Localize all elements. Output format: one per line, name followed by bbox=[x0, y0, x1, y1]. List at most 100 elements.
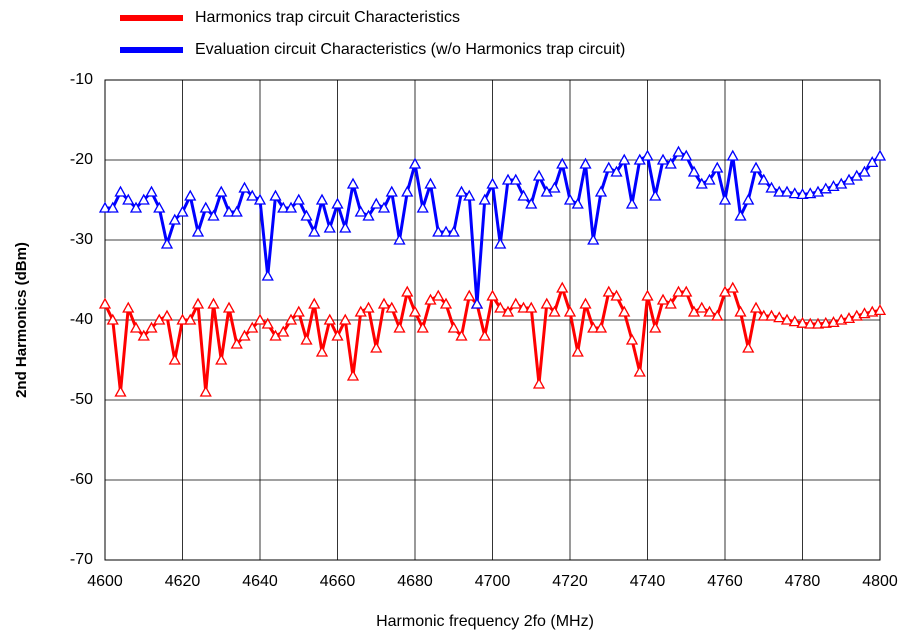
marker bbox=[470, 297, 484, 309]
marker bbox=[734, 209, 747, 221]
marker bbox=[594, 321, 608, 333]
marker bbox=[765, 309, 778, 321]
marker bbox=[199, 201, 212, 213]
marker bbox=[323, 313, 336, 325]
marker bbox=[873, 149, 887, 161]
marker bbox=[292, 193, 305, 205]
x-tick-label: 4680 bbox=[397, 573, 433, 590]
marker bbox=[463, 189, 476, 201]
marker bbox=[362, 209, 375, 221]
marker bbox=[354, 205, 367, 217]
marker bbox=[377, 201, 391, 213]
marker bbox=[858, 165, 871, 177]
y-tick-label: -30 bbox=[70, 231, 93, 248]
marker bbox=[579, 157, 592, 169]
x-tick-label: 4660 bbox=[320, 573, 356, 590]
marker bbox=[796, 188, 809, 200]
marker bbox=[656, 153, 670, 165]
marker bbox=[811, 317, 825, 329]
marker bbox=[315, 193, 329, 205]
marker bbox=[509, 173, 522, 185]
marker bbox=[416, 321, 429, 333]
marker bbox=[137, 329, 150, 341]
marker bbox=[757, 173, 770, 185]
marker bbox=[649, 321, 662, 333]
y-axis-label: 2nd Harmonics (dBm) bbox=[13, 242, 30, 398]
marker bbox=[377, 297, 391, 309]
marker bbox=[246, 321, 259, 333]
marker bbox=[664, 157, 677, 169]
marker bbox=[478, 193, 491, 205]
marker bbox=[222, 301, 236, 313]
marker bbox=[687, 165, 701, 177]
marker bbox=[501, 305, 515, 317]
x-tick-label: 4800 bbox=[862, 573, 898, 590]
marker bbox=[315, 345, 329, 357]
marker bbox=[277, 325, 290, 337]
marker bbox=[517, 301, 530, 313]
plot-frame bbox=[104, 79, 881, 561]
marker bbox=[873, 304, 887, 316]
marker bbox=[432, 225, 445, 237]
marker bbox=[509, 297, 522, 309]
marker bbox=[401, 285, 414, 297]
marker bbox=[408, 157, 422, 169]
marker bbox=[331, 197, 344, 209]
marker bbox=[160, 309, 174, 321]
marker bbox=[726, 281, 739, 293]
y-tick-label: -60 bbox=[70, 471, 93, 488]
marker bbox=[711, 161, 724, 173]
marker bbox=[664, 297, 677, 309]
marker bbox=[463, 289, 476, 301]
marker bbox=[153, 201, 166, 213]
marker bbox=[610, 289, 623, 301]
marker bbox=[532, 169, 546, 181]
marker bbox=[641, 149, 654, 161]
marker bbox=[393, 233, 406, 245]
marker bbox=[478, 329, 491, 341]
marker bbox=[796, 316, 809, 328]
marker bbox=[742, 193, 755, 205]
x-tick-label: 4720 bbox=[552, 573, 588, 590]
marker bbox=[300, 333, 313, 345]
marker bbox=[501, 173, 515, 185]
marker bbox=[556, 157, 569, 169]
marker bbox=[238, 181, 251, 193]
y-tick-label: -50 bbox=[70, 391, 93, 408]
y-tick-label: -10 bbox=[70, 71, 93, 88]
marker bbox=[866, 156, 879, 168]
marker bbox=[393, 321, 406, 333]
marker bbox=[114, 185, 127, 197]
marker bbox=[122, 193, 135, 205]
marker bbox=[703, 173, 716, 185]
marker bbox=[408, 305, 422, 317]
marker bbox=[339, 313, 352, 325]
marker bbox=[649, 189, 662, 201]
marker bbox=[114, 385, 127, 397]
marker bbox=[602, 161, 615, 173]
marker bbox=[261, 317, 274, 329]
marker bbox=[331, 329, 344, 341]
marker bbox=[711, 309, 724, 321]
marker bbox=[129, 321, 143, 333]
marker bbox=[571, 197, 584, 209]
marker bbox=[734, 305, 747, 317]
marker bbox=[455, 185, 468, 197]
marker bbox=[641, 289, 654, 301]
marker bbox=[98, 297, 112, 309]
marker bbox=[277, 201, 290, 213]
marker bbox=[773, 311, 786, 323]
x-tick-label: 4600 bbox=[87, 573, 123, 590]
marker bbox=[618, 153, 631, 165]
marker bbox=[137, 193, 150, 205]
marker bbox=[207, 297, 220, 309]
y-tick-label: -40 bbox=[70, 311, 93, 328]
marker bbox=[718, 193, 732, 205]
marker bbox=[749, 301, 763, 313]
marker bbox=[625, 197, 639, 209]
marker bbox=[253, 193, 267, 205]
marker bbox=[455, 329, 468, 341]
marker bbox=[625, 333, 639, 345]
